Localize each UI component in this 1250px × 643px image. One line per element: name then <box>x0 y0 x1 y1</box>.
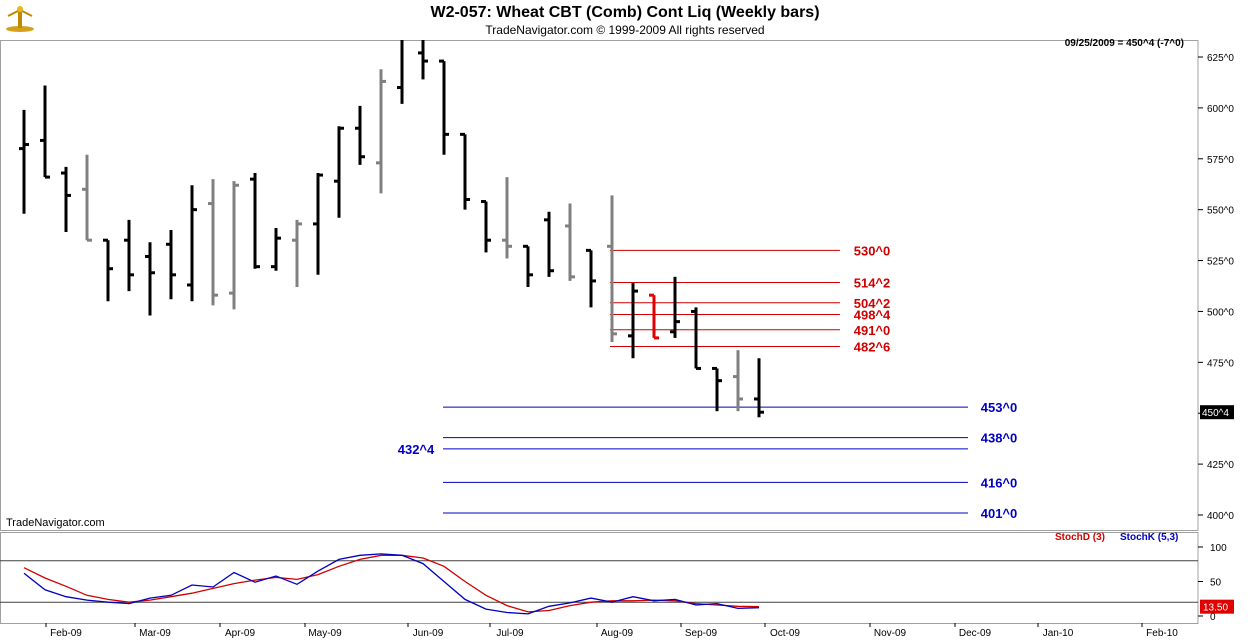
price-bar <box>292 219 302 288</box>
legend-stoch-d: StochD (3) <box>1055 532 1105 543</box>
chart-subtitle: TradeNavigator.com © 1999-2009 All right… <box>485 23 765 37</box>
price-bar <box>187 185 197 302</box>
price-bar <box>481 200 491 253</box>
price-bar <box>145 242 155 316</box>
price-bar <box>166 230 176 300</box>
x-tick-label: Oct-09 <box>770 628 800 639</box>
price-bar <box>82 154 92 242</box>
price-bar <box>229 181 239 310</box>
price-bar <box>565 203 575 281</box>
stoch-last-label: 13.50 <box>1203 603 1228 614</box>
price-bar <box>250 173 260 269</box>
x-tick-label: Apr-09 <box>225 628 255 639</box>
price-bar <box>208 179 218 306</box>
price-bar <box>376 69 386 194</box>
y-tick-label: 550^0 <box>1207 206 1234 217</box>
x-tick-label: Feb-10 <box>1146 628 1178 639</box>
x-tick-label: May-09 <box>308 628 342 639</box>
price-bar <box>103 238 113 302</box>
level-label: 514^2 <box>854 275 891 290</box>
price-bar <box>544 211 554 277</box>
stoch-last-box <box>1200 599 1234 614</box>
chart-title: W2-057: Wheat CBT (Comb) Cont Liq (Weekl… <box>430 4 820 21</box>
stoch-y-tick-label: 50 <box>1210 578 1222 589</box>
stoch-series-line <box>23 554 760 613</box>
price-bar <box>40 85 50 179</box>
y-tick-label: 625^0 <box>1207 53 1234 64</box>
y-tick-label: 425^0 <box>1207 460 1234 471</box>
price-bar <box>670 276 680 338</box>
level-label: 498^4 <box>854 307 891 322</box>
price-bar <box>733 350 743 412</box>
last-price-label: 450^4 <box>1202 408 1229 419</box>
y-tick-label: 575^0 <box>1207 155 1234 166</box>
y-tick-label: 500^0 <box>1207 307 1234 318</box>
x-tick-label: Aug-09 <box>601 628 634 639</box>
level-label: 504^2 <box>854 296 891 311</box>
x-tick-label: Jun-09 <box>413 628 444 639</box>
y-tick-label: 475^0 <box>1207 358 1234 369</box>
price-bar <box>271 227 281 271</box>
price-bar <box>649 293 659 340</box>
stoch-panel-frame <box>0 532 1199 624</box>
price-bar <box>712 366 722 412</box>
price-readout: 09/25/2009 = 450^4 (-7^0) <box>1064 38 1184 49</box>
price-bar <box>124 219 134 292</box>
level-label: 401^0 <box>981 506 1018 521</box>
price-panel-frame <box>0 40 1199 531</box>
x-tick-label: Feb-09 <box>50 628 82 639</box>
stoch-y-tick-label: 0 <box>1210 612 1216 623</box>
y-tick-label: 600^0 <box>1207 104 1234 115</box>
price-bar <box>418 36 428 80</box>
level-label: 432^4 <box>398 442 435 457</box>
price-bar <box>355 105 365 165</box>
x-tick-label: Sep-09 <box>685 628 718 639</box>
stoch-series-line <box>23 553 760 615</box>
price-bar <box>460 132 470 210</box>
x-tick-label: Jul-09 <box>496 628 524 639</box>
x-tick-label: Dec-09 <box>959 628 992 639</box>
level-label: 438^0 <box>981 431 1018 446</box>
level-label: 530^0 <box>854 243 891 258</box>
price-bar <box>607 195 617 342</box>
level-label: 482^6 <box>854 340 891 355</box>
legend-stoch-k: StochK (5,3) <box>1120 532 1179 543</box>
x-tick-label: Nov-09 <box>874 628 907 639</box>
price-bar <box>61 166 71 233</box>
top-mask <box>0 0 1250 40</box>
level-label: 416^0 <box>981 475 1018 490</box>
watermark: TradeNavigator.com <box>6 517 105 529</box>
stoch-y-tick-label: 100 <box>1210 543 1227 554</box>
y-tick-label: 400^0 <box>1207 511 1234 522</box>
level-label: 491^0 <box>854 323 891 338</box>
price-bar <box>19 109 29 214</box>
price-bar <box>754 358 764 418</box>
level-label: 453^0 <box>981 400 1018 415</box>
price-bar <box>313 173 323 275</box>
price-bar <box>691 307 701 370</box>
price-bar <box>334 126 344 218</box>
price-bar <box>628 282 638 359</box>
x-tick-label: Jan-10 <box>1043 628 1074 639</box>
x-tick-label: Mar-09 <box>139 628 171 639</box>
y-tick-label: 525^0 <box>1207 257 1234 268</box>
price-bar <box>523 244 533 288</box>
price-bar <box>439 59 449 155</box>
last-price-box <box>1200 405 1234 420</box>
price-bar <box>586 248 596 308</box>
price-bar <box>502 177 512 259</box>
